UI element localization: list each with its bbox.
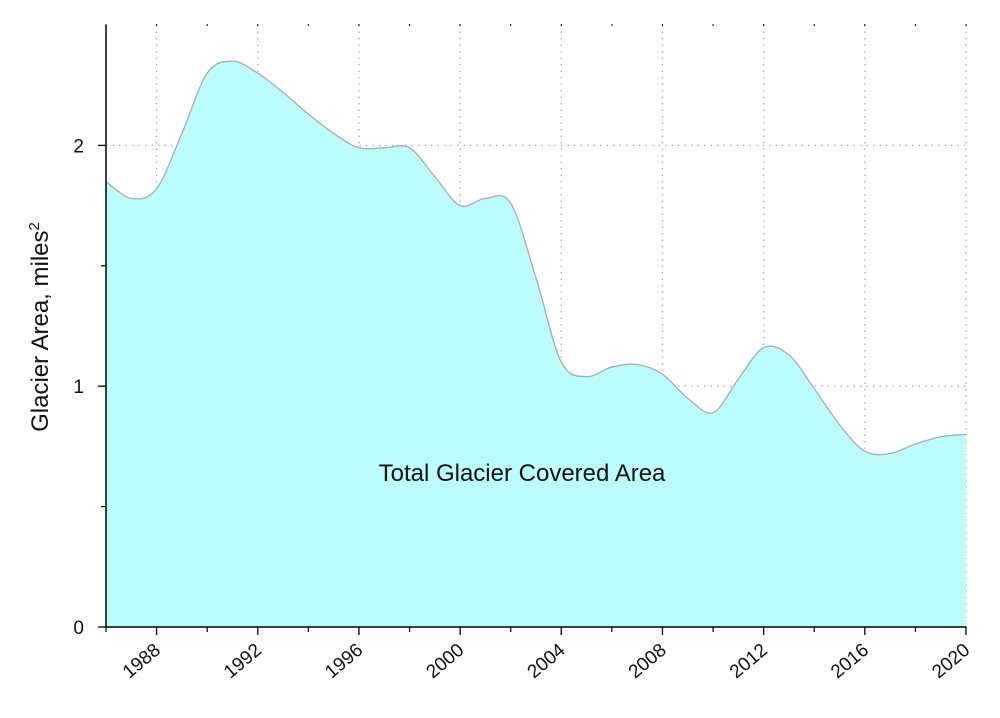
x-tick-label: 1996	[321, 640, 367, 683]
x-tick-label: 1992	[220, 640, 266, 683]
x-tick-label: 2020	[928, 640, 974, 683]
y-axis-title-superscript: 2	[26, 222, 43, 230]
y-axis-title: Glacier Area, miles2	[26, 222, 54, 432]
area-series	[105, 60, 967, 628]
y-tick-label: 2	[73, 136, 84, 157]
axes	[98, 24, 967, 635]
area-fill	[106, 61, 966, 628]
x-tick-label: 2016	[827, 640, 873, 683]
x-tick-label: 2000	[422, 640, 468, 683]
x-tick-label: 2008	[625, 640, 671, 683]
y-axis-title-text: Glacier Area, miles	[27, 230, 54, 431]
x-tick-label: 2012	[726, 640, 772, 683]
y-tick-label: 1	[73, 377, 84, 398]
area-annotation: Total Glacier Covered Area	[379, 460, 666, 487]
x-tick-label: 2004	[524, 639, 570, 683]
x-tick-label: 1988	[119, 640, 165, 683]
area-outline	[105, 60, 967, 456]
y-tick-label: 0	[73, 618, 84, 639]
